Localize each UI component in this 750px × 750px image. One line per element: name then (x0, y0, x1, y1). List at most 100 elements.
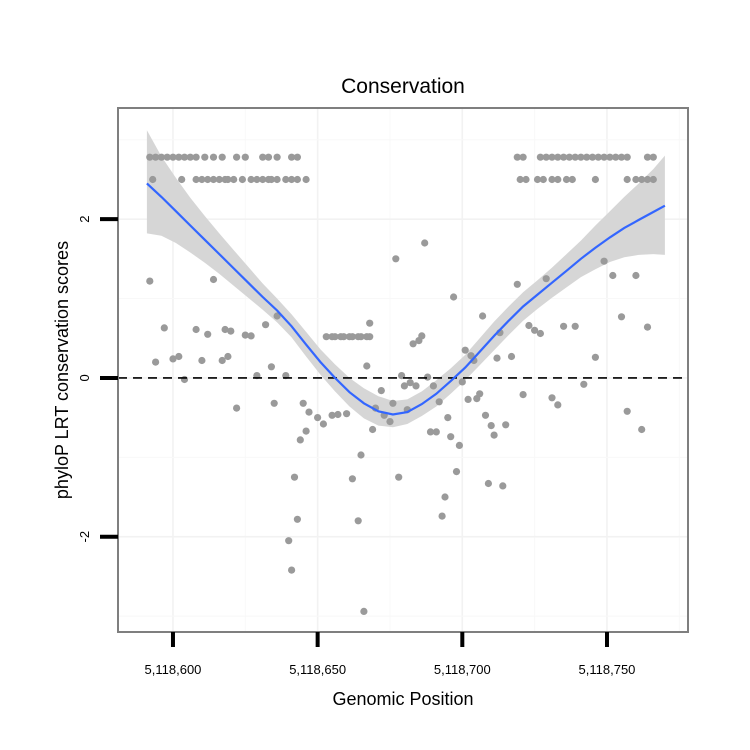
data-point (267, 175, 275, 184)
data-point (632, 271, 640, 280)
data-point (421, 239, 429, 247)
data-point (386, 418, 394, 426)
data-point (455, 441, 463, 449)
data-point (617, 153, 626, 161)
trend-layer (146, 182, 666, 416)
data-point (507, 352, 516, 361)
data-point (192, 175, 200, 184)
data-point (146, 153, 154, 161)
y-tick-label: 2 (77, 216, 92, 223)
data-point (264, 153, 273, 161)
data-point (426, 428, 435, 436)
data-point (296, 436, 304, 444)
data-point (513, 280, 521, 288)
data-point (389, 399, 397, 407)
data-point (262, 321, 270, 329)
data-point (548, 175, 556, 184)
data-point (623, 407, 631, 415)
data-point (201, 153, 209, 161)
data-point (366, 319, 374, 327)
data-point (560, 153, 568, 161)
data-point (490, 431, 498, 439)
data-point (441, 493, 449, 501)
x-axis-title: Genomic Position (332, 689, 473, 709)
data-point (169, 355, 177, 363)
data-point (568, 175, 576, 184)
x-tick-label: 5,118,600 (145, 662, 202, 677)
data-point (412, 382, 420, 390)
data-point (638, 175, 646, 184)
data-point (542, 275, 550, 283)
data-point (340, 333, 348, 341)
data-point (288, 175, 296, 184)
data-point (354, 517, 362, 525)
data-point (377, 387, 385, 395)
data-point (502, 421, 510, 429)
data-point (233, 404, 241, 412)
data-point (192, 153, 200, 161)
data-point (591, 353, 600, 361)
data-point (198, 356, 206, 365)
data-point (357, 451, 365, 459)
data-point (476, 390, 484, 398)
data-point (562, 175, 571, 184)
data-point (302, 427, 310, 435)
data-point (146, 277, 154, 285)
data-point (522, 175, 530, 184)
data-point (366, 333, 374, 341)
data-point (357, 333, 365, 341)
data-point (571, 153, 579, 161)
data-point (392, 255, 400, 263)
data-point (285, 537, 293, 545)
data-point (319, 420, 327, 428)
data-point (591, 175, 600, 184)
confidence-band (146, 130, 665, 428)
data-point (458, 378, 466, 386)
data-point (288, 153, 296, 161)
data-point (617, 313, 626, 321)
data-point (215, 175, 223, 184)
data-point (519, 391, 527, 399)
data-point (418, 332, 426, 340)
data-point (481, 411, 490, 419)
data-point (334, 410, 342, 419)
data-point (643, 175, 652, 184)
data-point (305, 408, 313, 416)
data-point (209, 175, 218, 184)
data-point (525, 321, 533, 330)
data-point (241, 153, 249, 161)
points-layer (146, 153, 657, 616)
data-point (314, 414, 322, 422)
data-point (198, 175, 206, 184)
data-point (493, 354, 501, 362)
data-point (204, 175, 212, 184)
data-point (452, 468, 461, 476)
data-point (273, 312, 281, 320)
data-point (554, 175, 562, 184)
data-point (227, 327, 235, 335)
data-point (293, 515, 301, 523)
data-point (594, 153, 602, 161)
data-point (583, 153, 591, 161)
data-point (221, 325, 229, 334)
data-point (273, 153, 281, 161)
data-point (444, 414, 452, 422)
data-point (160, 324, 168, 332)
data-point (267, 363, 275, 371)
data-point (163, 153, 171, 161)
data-point (432, 428, 440, 436)
data-point (152, 153, 160, 161)
data-point (259, 175, 267, 184)
data-point (499, 482, 507, 490)
data-point (536, 153, 545, 161)
data-point (224, 352, 232, 361)
data-point (363, 362, 371, 370)
data-point (623, 175, 631, 184)
data-point (290, 473, 299, 481)
data-point (554, 153, 562, 161)
data-point (400, 382, 408, 390)
data-point (218, 356, 226, 365)
data-point (152, 358, 160, 366)
data-point (348, 333, 356, 341)
y-tick-label: 0 (77, 374, 92, 381)
